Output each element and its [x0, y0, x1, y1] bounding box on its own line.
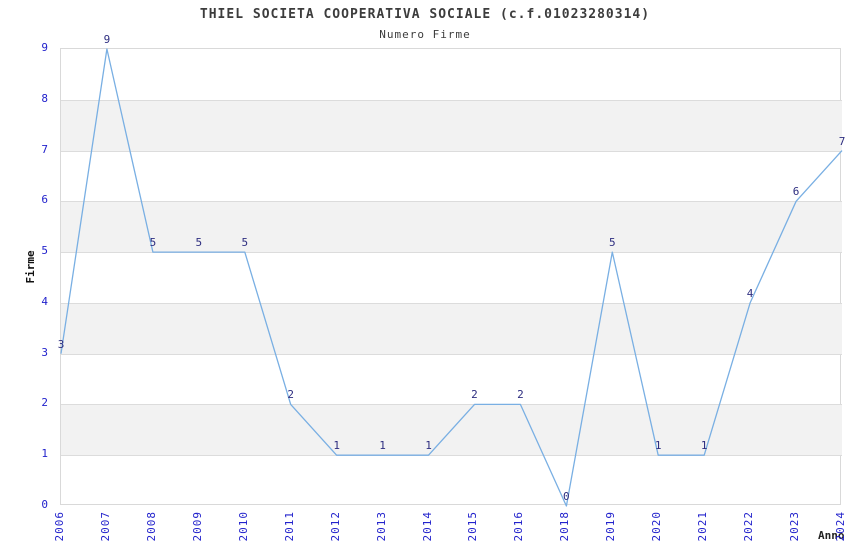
x-tick-label: 2014	[420, 511, 434, 542]
y-tick-label: 0	[41, 498, 48, 511]
gridline	[61, 404, 842, 406]
x-tick-label: 2012	[328, 511, 342, 542]
y-tick-label: 1	[41, 447, 48, 461]
y-tick-label: 8	[41, 91, 48, 105]
x-tick-label: 2022	[742, 511, 756, 542]
line-series	[60, 48, 843, 507]
x-tick-label: 2020	[650, 511, 664, 542]
line-chart-svg	[60, 48, 843, 507]
x-tick-label: 2019	[604, 511, 618, 542]
data-label: 1	[700, 439, 708, 453]
data-label: 2	[517, 388, 524, 402]
x-tick-label: 2015	[466, 511, 480, 542]
data-label: 5	[241, 236, 249, 250]
x-tick-label: 2018	[558, 511, 572, 542]
x-tick-label: 2007	[98, 511, 112, 542]
data-label: 5	[149, 236, 157, 250]
gridline	[61, 150, 842, 152]
data-label: 6	[792, 185, 800, 199]
data-label: 7	[838, 134, 846, 148]
y-tick-label: 4	[41, 294, 48, 308]
shade-band	[61, 302, 842, 354]
x-tick-label: 2006	[53, 511, 66, 542]
gridline	[61, 252, 842, 254]
data-label: 1	[379, 439, 386, 453]
x-tick-label: 2016	[512, 511, 526, 542]
gridline	[61, 455, 842, 457]
x-tick-label: 2008	[144, 511, 158, 542]
x-tick-label: 2009	[190, 511, 204, 542]
shade-band	[61, 201, 842, 253]
data-label: 5	[608, 236, 616, 250]
data-label: 1	[333, 439, 340, 453]
x-tick-label: 2021	[696, 511, 710, 542]
y-tick-label: 6	[41, 193, 48, 207]
gridline	[61, 99, 842, 101]
y-tick-label: 5	[41, 244, 48, 258]
data-label: 5	[195, 236, 203, 250]
data-label: 9	[103, 33, 111, 46]
x-tick-label: 2023	[788, 511, 802, 542]
chart-subtitle: Numero Firme	[379, 28, 471, 41]
x-tick-label: 2011	[282, 511, 296, 542]
y-tick-label: 9	[41, 41, 48, 54]
x-tick-label: 2010	[236, 511, 250, 542]
data-label: 1	[425, 439, 432, 453]
data-label: 0	[563, 490, 570, 503]
chart-title: THIEL SOCIETA COOPERATIVA SOCIALE (c.f.0…	[199, 7, 651, 22]
data-label: 2	[471, 388, 478, 402]
data-label: 4	[746, 286, 754, 300]
plot-area: 3 9 5 5 5 2 1 1 1 2 2 0 5 1 1 4 6 7	[58, 33, 845, 507]
shade-band	[61, 99, 842, 151]
y-tick-label: 2	[41, 396, 48, 410]
x-axis-label: Anno	[818, 529, 845, 542]
x-tick-label: 2024	[834, 511, 847, 542]
data-label: 3	[57, 337, 65, 351]
x-tick-label: 2013	[374, 511, 388, 542]
gridline	[61, 353, 842, 355]
data-label: 2	[287, 388, 295, 402]
gridline	[61, 201, 842, 203]
y-tick-label: 3	[41, 345, 48, 359]
gridline	[61, 302, 842, 304]
data-label: 1	[654, 439, 662, 453]
y-tick-label: 7	[41, 142, 48, 156]
